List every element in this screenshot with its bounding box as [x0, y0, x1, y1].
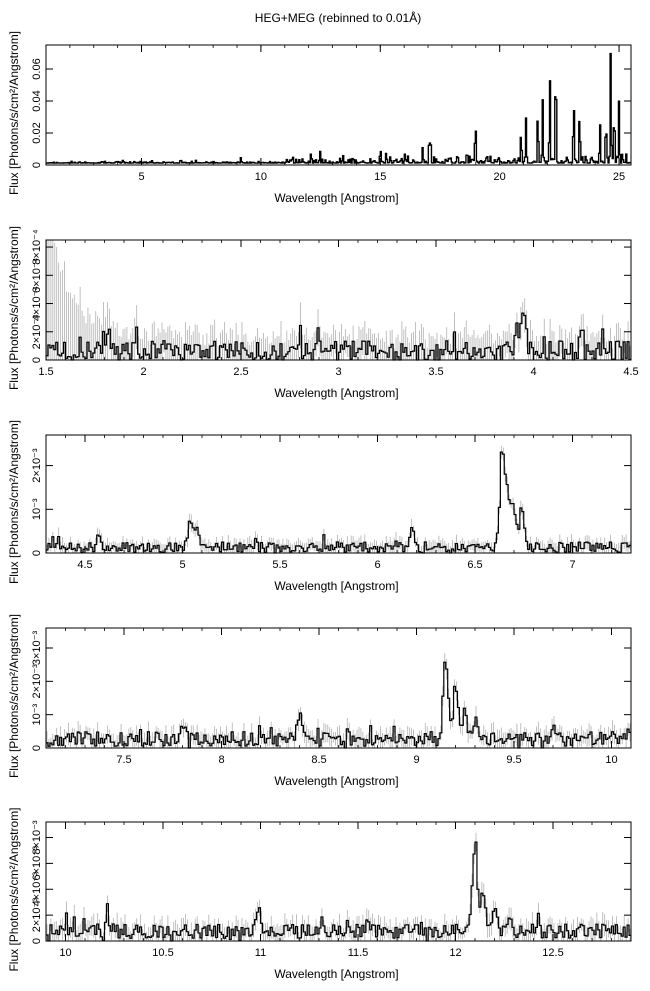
- x-tick-label: 9: [413, 754, 419, 766]
- error-bars: [46, 832, 631, 941]
- error-bars: [46, 653, 631, 748]
- spectrum-series: [46, 841, 631, 942]
- x-tick-label: 2.5: [233, 366, 248, 378]
- y-axis-label: Flux [Photons/s/cm²/Angstrom]: [7, 31, 21, 195]
- y-tick-label: 0: [31, 550, 43, 556]
- y-tick-label: 0.04: [31, 90, 43, 111]
- y-tick-label: 2×10⁻⁴: [31, 314, 43, 350]
- x-tick-label: 3.5: [428, 366, 443, 378]
- x-tick-label: 9.5: [506, 754, 521, 766]
- x-tick-label: 4.5: [623, 366, 638, 378]
- spectrum-series: [46, 451, 631, 554]
- y-tick-label: 10⁻³: [31, 703, 43, 725]
- x-tick-label: 6.5: [467, 559, 482, 571]
- spectrum-panel-2: 1.5 2 2.5 3 3.5 4 4.5 0 2×10⁻⁴4×10⁻⁴6×10⁻⁴8×10⁻⁴…: [7, 226, 639, 400]
- plot-frame: [45, 821, 632, 942]
- y-axis-label: Flux [Photons/s/cm²/Angstrom]: [7, 614, 21, 778]
- y-tick-label: 0: [31, 357, 43, 363]
- x-tick-label: 5.5: [272, 559, 287, 571]
- x-tick-label: 10: [59, 947, 71, 959]
- x-tick-label: 8.5: [311, 754, 326, 766]
- error-bars: [46, 240, 631, 360]
- y-tick-label: 0: [31, 745, 43, 751]
- x-tick-label: 11.5: [348, 947, 369, 959]
- error-bars: [46, 445, 631, 553]
- y-tick-label: 10⁻³: [31, 498, 43, 520]
- x-tick-label: 12: [449, 947, 461, 959]
- y-axis-label: Flux [Photons/s/cm²/Angstrom]: [7, 807, 21, 971]
- x-axis-label: Wavelength [Angstrom]: [274, 386, 398, 400]
- y-axis-label: Flux [Photons/s/cm²/Angstrom]: [7, 420, 21, 584]
- y-axis-label: Flux [Photons/s/cm²/Angstrom]: [7, 226, 21, 390]
- plot-frame: [45, 434, 632, 554]
- x-tick-label: 6: [374, 559, 380, 571]
- y-tick-label: 4×10⁻⁴: [31, 286, 43, 322]
- spectrum-series: [46, 661, 631, 749]
- x-tick-label: 10.5: [152, 947, 173, 959]
- y-tick-label: 2×10⁻³: [31, 448, 43, 483]
- x-tick-label: 5: [138, 171, 144, 183]
- spectrum-panel-3: 4.5 5 5.5 6 6.5 7 0 10⁻³ 2×10⁻³ Wavelength [Angst…: [7, 420, 632, 593]
- y-tick-label: 0.06: [31, 58, 43, 79]
- y-tick-label: 6×10⁻⁴: [31, 257, 43, 293]
- x-tick-label: 7: [569, 559, 575, 571]
- x-tick-label: 15: [374, 171, 386, 183]
- y-tick-label: 0: [31, 162, 43, 168]
- x-tick-label: 3: [335, 366, 341, 378]
- y-tick-label: 8×10⁻⁴: [31, 229, 43, 265]
- x-tick-label: 1.5: [38, 366, 53, 378]
- x-tick-label: 20: [494, 171, 506, 183]
- x-tick-label: 2: [140, 366, 146, 378]
- x-axis-label: Wavelength [Angstrom]: [274, 967, 398, 981]
- y-tick-label: 0: [31, 938, 43, 944]
- plot-frame: [45, 627, 632, 749]
- x-axis-label: Wavelength [Angstrom]: [274, 191, 398, 205]
- spectrum-panel-1: 5 10 15 20 25 0 0.02 0.04 0.06 Wavelength [Angstr…: [7, 31, 632, 205]
- x-axis-label: Wavelength [Angstrom]: [274, 579, 398, 593]
- y-tick-label: 4×10⁻³: [31, 872, 43, 907]
- x-tick-label: 25: [613, 171, 625, 183]
- x-tick-label: 7.5: [116, 754, 131, 766]
- spectrum-series: [46, 52, 631, 164]
- spectrum-series: [46, 312, 631, 361]
- y-tick-label: 2×10⁻³: [31, 664, 43, 699]
- y-tick-label: 3×10⁻³: [31, 631, 43, 666]
- x-tick-label: 4: [530, 366, 536, 378]
- x-tick-label: 10: [255, 171, 267, 183]
- x-tick-label: 5: [179, 559, 185, 571]
- spectrum-panel-5: 10 10.5 11 11.5 12 12.5 0 2×10⁻³4×10⁻³6×10⁻³8×1…: [7, 807, 632, 981]
- x-tick-label: 8: [218, 754, 224, 766]
- y-tick-label: 8×10⁻³: [31, 820, 43, 855]
- y-tick-label: 2×10⁻³: [31, 898, 43, 933]
- figure-title: HEG+MEG (rebinned to 0.01Å): [255, 10, 421, 25]
- plot-frame: [45, 44, 632, 166]
- x-tick-label: 4.5: [77, 559, 92, 571]
- spectrum-panel-4: 7.5 8 8.5 9 9.5 10 0 10⁻³ 2×10⁻³3×10⁻³ Wavelength…: [7, 614, 632, 788]
- x-tick-label: 12.5: [542, 947, 563, 959]
- y-tick-label: 6×10⁻³: [31, 846, 43, 881]
- x-tick-label: 10: [605, 754, 617, 766]
- x-axis-label: Wavelength [Angstrom]: [274, 774, 398, 788]
- x-tick-label: 11: [255, 947, 266, 959]
- y-tick-label: 0.02: [31, 122, 43, 143]
